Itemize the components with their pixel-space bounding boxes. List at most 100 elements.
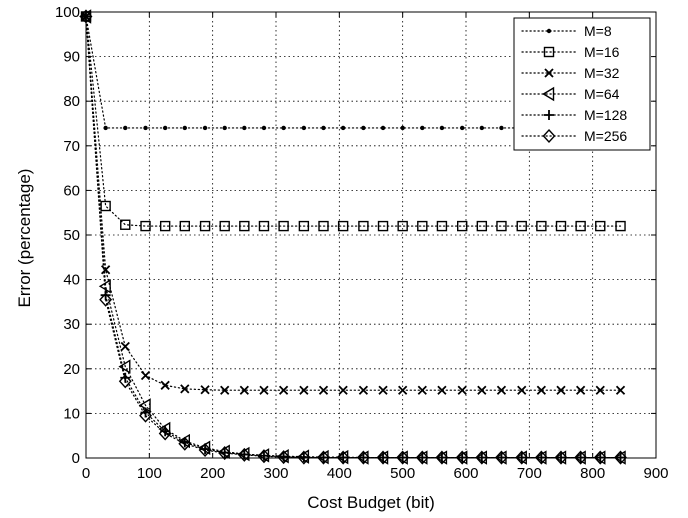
data-point [218,446,232,461]
data-point [278,385,289,395]
y-tick-label: 20 [63,361,80,378]
data-point [143,125,148,131]
data-point [103,125,108,131]
legend-item: M=32 [521,65,620,81]
data-point [398,385,408,395]
data-point [575,385,586,395]
data-point [340,125,346,131]
data-point [239,385,249,395]
data-point [338,385,348,395]
data-point [534,450,548,465]
data-point [180,384,190,394]
data-point [536,385,547,395]
x-tick-label: 900 [643,465,668,482]
data-point [179,220,191,232]
x-tick-label: 500 [390,465,415,482]
data-point [140,220,151,232]
data-point [536,220,547,232]
data-point [120,219,131,230]
data-point [417,220,428,232]
data-point [277,450,291,465]
data-point [259,385,269,395]
legend-item: M=256 [521,128,627,144]
data-point [517,385,527,395]
legend-box [513,17,651,151]
data-point [336,450,350,465]
data-point [100,200,111,212]
y-tick-label: 100 [55,4,80,21]
x-axis-label: Cost Budget (bit) [307,493,435,512]
data-point [139,408,152,423]
x-tick-label: 600 [453,465,478,482]
y-tick-label: 0 [72,450,80,467]
data-point [554,450,568,465]
y-axis-label: Error (percentage) [15,169,34,308]
data-point [222,125,227,131]
data-point [476,220,488,232]
data-point [220,385,230,395]
legend-item: M=16 [521,44,620,60]
data-point [281,125,286,131]
data-point [261,125,267,131]
data-point [515,450,529,465]
data-point [301,125,307,131]
data-point [182,125,187,131]
series-layer [79,9,627,465]
data-point [439,125,445,131]
data-point [200,385,210,395]
data-point [396,450,410,465]
legend-item: M=128 [521,107,627,123]
data-point [496,220,507,232]
data-point [337,220,349,232]
grid-lines [86,12,656,458]
legend-marker [544,110,554,120]
series-line [85,15,622,459]
data-point [99,292,113,307]
data-point [376,450,390,465]
series-line [85,15,622,459]
series-m-16 [80,11,626,232]
data-point [318,385,329,395]
data-point [178,436,192,451]
legend-label: M=128 [584,107,627,123]
data-point [436,452,447,463]
series-m-32 [81,11,626,395]
x-tick-label: 700 [517,465,542,482]
data-point [199,220,211,232]
data-point [455,450,469,465]
legend-marker [542,86,555,102]
x-tick-label: 400 [327,465,352,482]
data-point [356,450,370,465]
data-point [318,220,329,232]
data-point [437,385,447,395]
x-tick-label: 100 [137,465,162,482]
legend-item: M=8 [521,23,612,39]
data-point [397,220,408,232]
data-point [574,450,588,465]
data-point [378,385,388,395]
data-point [361,125,366,131]
data-point [496,385,507,395]
legend-label: M=64 [584,86,620,102]
x-tick-label: 800 [580,465,605,482]
y-tick-label: 70 [63,138,80,155]
data-point [298,220,310,232]
legend-marker [544,68,554,78]
y-tick-labels: 0 10 20 30 40 50 60 70 80 90 100 [55,4,80,467]
series-line [85,15,622,391]
series-line [85,15,622,129]
data-point [257,449,271,464]
data-point [435,450,449,465]
data-point [495,450,508,465]
data-point [321,125,326,131]
y-tick-label: 90 [63,49,80,66]
data-point [496,452,507,463]
data-point [297,450,311,465]
series-line [85,15,622,227]
data-point [140,370,151,381]
legend-item: M=64 [521,86,620,102]
data-point [457,220,468,232]
data-point [158,426,172,441]
data-point [100,265,111,275]
